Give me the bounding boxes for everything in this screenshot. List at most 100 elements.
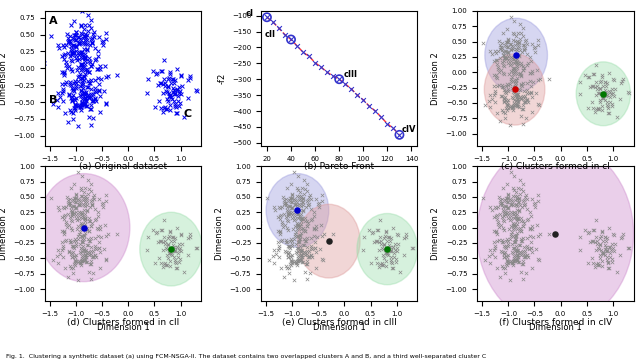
Point [291,260,301,266]
Point [67,85,77,91]
Point [86,77,96,83]
Point [98,42,108,48]
Point [495,197,505,203]
Point [512,101,522,107]
Point [296,215,306,220]
Point [516,82,526,88]
Point [512,56,522,62]
Point [507,198,517,204]
Point [283,243,293,249]
Point [518,42,528,48]
Point [515,44,525,50]
Point [506,81,516,87]
Point [74,213,84,219]
Point [492,238,502,244]
Point [57,239,67,245]
Point [606,91,616,97]
Point [278,194,288,200]
Point [67,244,77,250]
Point [176,73,186,78]
Point [292,43,302,49]
Point [299,191,309,197]
Point [291,202,301,208]
X-axis label: Dimension 1: Dimension 1 [97,167,150,176]
Point [293,221,303,227]
Point [164,228,175,233]
Point [77,210,88,216]
Point [509,222,519,228]
Point [595,99,605,105]
Point [319,232,329,237]
Point [185,73,195,78]
Point [72,57,83,63]
Point [506,54,516,60]
Point [516,96,527,102]
Point [77,193,88,199]
Point [82,199,92,205]
Point [81,254,91,260]
Point [500,211,511,216]
Point [607,90,618,96]
Point [79,207,90,213]
Point [67,211,77,216]
Point [296,257,307,263]
Text: cI: cI [245,9,253,18]
Point [495,56,505,61]
Point [532,37,543,43]
Point [82,202,92,208]
Point [98,38,108,44]
Point [509,245,519,251]
Point [602,93,612,99]
Point [179,269,189,275]
Point [522,243,532,249]
Point [609,248,619,254]
Point [514,52,524,58]
Point [279,274,289,280]
Point [55,251,65,257]
Point [170,259,180,265]
Point [493,82,504,87]
Point [75,92,85,98]
Point [503,82,513,88]
Point [93,209,103,215]
Point [501,83,511,89]
Point [488,58,499,64]
Point [372,238,383,244]
Point [507,43,517,49]
Point [100,63,110,69]
Point [74,34,84,40]
Point [499,254,509,260]
Point [168,234,179,240]
Point [86,198,96,204]
Point [379,241,389,246]
Point [585,240,595,245]
Point [512,248,522,254]
Point [163,83,173,89]
Point [489,228,499,234]
Point [94,87,104,93]
Point [507,249,517,255]
Point [493,48,504,54]
Point [530,200,540,206]
Point [305,196,316,202]
Point [372,261,382,266]
Point [519,46,529,52]
Point [81,98,91,104]
Point [59,70,69,76]
Point [495,118,505,124]
Point [75,249,85,255]
Point [520,270,531,276]
Point [516,106,527,112]
Point [500,42,511,48]
Point [518,219,528,224]
Point [609,86,620,91]
Point [168,245,179,250]
Point [509,55,520,61]
Point [101,198,111,204]
Point [302,250,312,256]
Point [77,253,87,258]
Point [515,94,525,99]
Point [174,103,184,109]
Point [77,31,88,37]
Point [296,203,306,209]
